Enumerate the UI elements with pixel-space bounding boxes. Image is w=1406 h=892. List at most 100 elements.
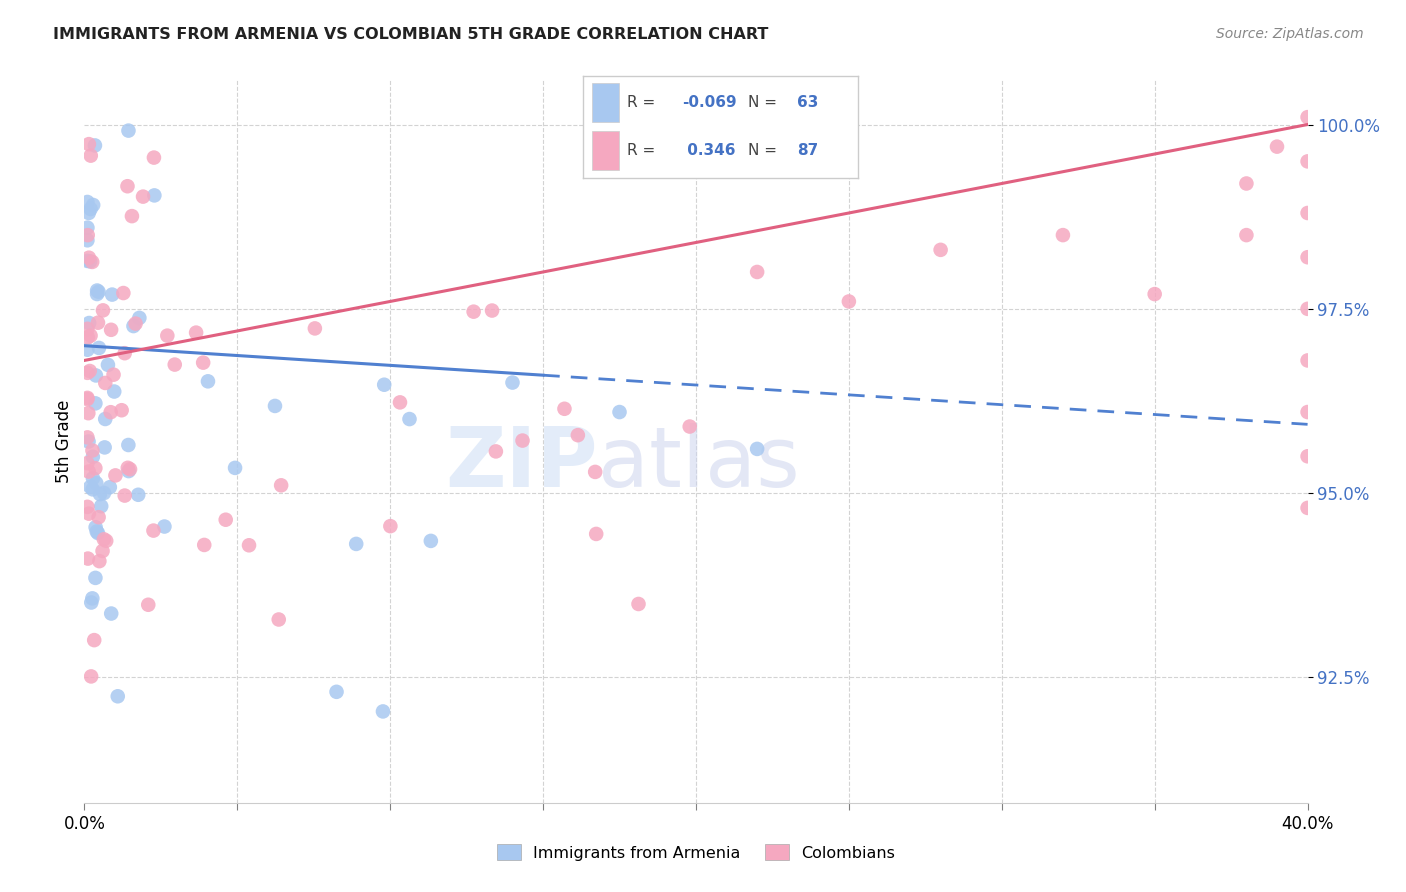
Point <box>117 123 139 137</box>
Point <box>87 341 110 355</box>
Point <box>380 519 402 533</box>
Point <box>224 461 246 475</box>
Legend: Immigrants from Armenia, Colombians: Immigrants from Armenia, Colombians <box>491 838 901 867</box>
Point <box>1296 353 1319 368</box>
Point <box>80 669 103 683</box>
Point <box>1296 154 1319 169</box>
Point <box>117 460 139 475</box>
Point <box>1236 177 1258 191</box>
Point <box>100 607 122 621</box>
Point <box>567 428 589 442</box>
Point <box>371 705 394 719</box>
Point <box>76 500 98 514</box>
Point <box>156 328 179 343</box>
Point <box>264 399 287 413</box>
Point <box>101 287 124 301</box>
Point <box>609 405 631 419</box>
Point <box>747 442 769 456</box>
Y-axis label: 5th Grade: 5th Grade <box>55 400 73 483</box>
Point <box>76 330 98 344</box>
Point <box>87 526 110 541</box>
FancyBboxPatch shape <box>592 83 619 122</box>
Point <box>270 478 292 492</box>
Point <box>82 443 104 458</box>
Point <box>512 434 534 448</box>
Point <box>1143 287 1166 301</box>
Point <box>1296 405 1319 419</box>
Point <box>132 189 155 203</box>
Point <box>91 544 114 558</box>
Point <box>114 346 136 360</box>
Text: R =: R = <box>627 95 661 110</box>
Point <box>76 194 98 209</box>
Point <box>94 412 117 426</box>
Point <box>1236 228 1258 243</box>
Point <box>76 228 98 243</box>
Point <box>76 322 98 336</box>
Text: N =: N = <box>748 144 782 158</box>
Text: Source: ZipAtlas.com: Source: ZipAtlas.com <box>1216 27 1364 41</box>
Point <box>79 328 101 343</box>
Text: IMMIGRANTS FROM ARMENIA VS COLOMBIAN 5TH GRADE CORRELATION CHART: IMMIGRANTS FROM ARMENIA VS COLOMBIAN 5TH… <box>53 27 769 42</box>
Point <box>89 554 111 568</box>
Point <box>553 401 575 416</box>
Point <box>747 265 769 279</box>
Point <box>77 507 100 521</box>
Point <box>373 377 395 392</box>
Point <box>77 551 100 566</box>
Point <box>143 188 166 202</box>
Point <box>79 364 101 378</box>
Text: N =: N = <box>748 95 782 110</box>
Point <box>118 462 141 476</box>
Point <box>117 464 139 478</box>
Point <box>82 591 104 606</box>
Point <box>1296 301 1319 316</box>
Point <box>238 538 260 552</box>
Point <box>1052 228 1074 243</box>
Point <box>838 294 860 309</box>
Text: -0.069: -0.069 <box>682 95 737 110</box>
Point <box>86 287 108 301</box>
Point <box>103 384 125 399</box>
Point <box>86 524 108 539</box>
Point <box>93 441 115 455</box>
Point <box>96 533 118 548</box>
Point <box>583 465 606 479</box>
Point <box>86 284 108 298</box>
Point <box>76 343 98 357</box>
Text: atlas: atlas <box>598 423 800 504</box>
Point <box>93 486 115 500</box>
Point <box>82 450 104 464</box>
Point <box>127 488 149 502</box>
Point <box>76 233 98 247</box>
Point <box>76 392 98 406</box>
Point <box>84 396 107 410</box>
Point <box>93 533 115 547</box>
Point <box>82 483 104 497</box>
Point <box>1296 110 1319 124</box>
Point <box>100 405 122 419</box>
Point <box>1296 206 1319 220</box>
Point <box>419 533 441 548</box>
Point <box>83 633 105 648</box>
Point <box>481 303 503 318</box>
Point <box>585 527 607 541</box>
Point <box>112 286 135 301</box>
Point <box>485 444 508 458</box>
Point <box>215 513 238 527</box>
Text: ZIP: ZIP <box>446 423 598 504</box>
Text: 0.346: 0.346 <box>682 144 735 158</box>
Point <box>114 489 136 503</box>
Point <box>77 251 100 265</box>
Point <box>84 138 107 153</box>
Text: R =: R = <box>627 144 661 158</box>
Point <box>90 499 112 513</box>
Point <box>111 403 134 417</box>
Point <box>94 376 117 390</box>
Point <box>77 434 100 449</box>
Point <box>142 524 165 538</box>
Point <box>128 310 150 325</box>
Point <box>1296 500 1319 515</box>
Text: 63: 63 <box>797 95 818 110</box>
FancyBboxPatch shape <box>592 131 619 170</box>
